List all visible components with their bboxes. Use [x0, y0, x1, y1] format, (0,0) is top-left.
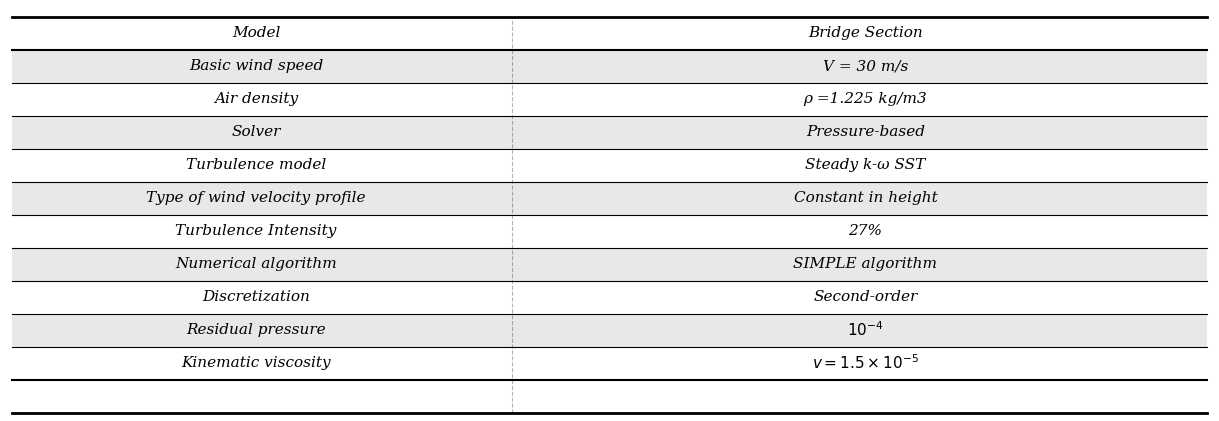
FancyBboxPatch shape: [12, 116, 1207, 149]
Text: Second-order: Second-order: [813, 290, 918, 304]
Text: Discretization: Discretization: [202, 290, 310, 304]
Text: ρ =1.225 kg/m3: ρ =1.225 kg/m3: [803, 92, 928, 106]
Text: SIMPLE algorithm: SIMPLE algorithm: [794, 257, 937, 271]
FancyBboxPatch shape: [12, 248, 1207, 281]
Text: Air density: Air density: [213, 92, 299, 106]
Text: Turbulence model: Turbulence model: [185, 158, 327, 172]
Text: Kinematic viscosity: Kinematic viscosity: [182, 356, 330, 370]
Text: Numerical algorithm: Numerical algorithm: [176, 257, 336, 271]
FancyBboxPatch shape: [12, 314, 1207, 346]
Text: Constant in height: Constant in height: [794, 191, 937, 205]
Text: Model: Model: [232, 27, 280, 40]
FancyBboxPatch shape: [12, 182, 1207, 215]
Text: Pressure-based: Pressure-based: [806, 125, 925, 139]
Text: $10^{-4}$: $10^{-4}$: [847, 321, 884, 339]
Text: V = 30 m/s: V = 30 m/s: [823, 59, 908, 73]
Text: Steady k-ω SST: Steady k-ω SST: [806, 158, 925, 172]
FancyBboxPatch shape: [12, 50, 1207, 83]
Text: 27%: 27%: [848, 224, 883, 238]
Text: Type of wind velocity profile: Type of wind velocity profile: [146, 191, 366, 205]
Text: Residual pressure: Residual pressure: [187, 323, 325, 337]
Text: Bridge Section: Bridge Section: [808, 27, 923, 40]
Text: Turbulence Intensity: Turbulence Intensity: [176, 224, 336, 238]
Text: Solver: Solver: [232, 125, 280, 139]
Text: $v = 1.5 \times 10^{-5}$: $v = 1.5 \times 10^{-5}$: [812, 354, 919, 373]
Text: Basic wind speed: Basic wind speed: [189, 59, 323, 73]
